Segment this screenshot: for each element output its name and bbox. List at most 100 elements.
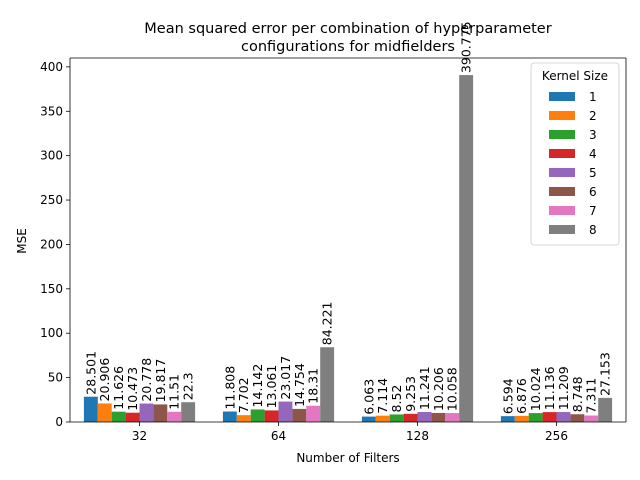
x-tick-label: 64 <box>271 429 286 443</box>
data-label-k1-f32: 28.501 <box>83 351 98 395</box>
data-label-k6-f64: 14.754 <box>292 363 307 407</box>
legend-label-6: 6 <box>589 185 597 199</box>
bar-k4-f256 <box>542 412 557 422</box>
data-label-k1-f64: 11.808 <box>222 366 237 410</box>
data-label-k5-f256: 11.209 <box>556 366 571 410</box>
y-axis-title: MSE <box>15 228 29 254</box>
bar-k2-f256 <box>514 415 529 422</box>
legend-label-3: 3 <box>589 128 597 142</box>
data-label-k7-f32: 11.51 <box>167 374 182 410</box>
bar-k1-f128 <box>361 416 376 422</box>
data-label-k4-f64: 13.061 <box>264 365 279 409</box>
legend-label-5: 5 <box>589 166 597 180</box>
data-label-k5-f64: 23.017 <box>278 356 293 400</box>
data-label-k5-f128: 11.241 <box>417 366 432 410</box>
bar-k1-f32 <box>83 396 98 422</box>
data-label-k4-f128: 9.253 <box>403 376 418 412</box>
data-label-k3-f128: 8.52 <box>389 385 404 413</box>
data-label-k8-f64: 84.221 <box>320 301 335 345</box>
data-label-k5-f32: 20.778 <box>139 358 154 402</box>
chart-title-line-1: Mean squared error per combination of hy… <box>144 21 551 37</box>
bar-k6-f64 <box>292 408 307 422</box>
legend-swatch-5 <box>549 168 575 177</box>
bar-k8-f32 <box>181 402 196 422</box>
bar-k1-f256 <box>500 416 515 422</box>
data-label-k8-f256: 27.153 <box>598 352 613 396</box>
legend-swatch-6 <box>549 187 575 196</box>
data-label-k7-f128: 10.058 <box>445 367 460 411</box>
bar-k2-f32 <box>97 403 112 422</box>
data-label-k4-f32: 10.473 <box>125 367 140 411</box>
data-label-k1-f256: 6.594 <box>500 378 515 414</box>
legend-label-1: 1 <box>589 90 597 104</box>
data-label-k1-f128: 6.063 <box>361 379 376 415</box>
y-tick-label: 400 <box>40 60 63 74</box>
bar-k3-f64 <box>250 409 265 422</box>
y-tick-label: 350 <box>40 104 63 118</box>
y-tick-label: 300 <box>40 149 63 163</box>
bar-k6-f32 <box>153 404 168 422</box>
data-label-k2-f256: 6.876 <box>514 378 529 414</box>
data-label-k7-f256: 7.311 <box>584 378 599 414</box>
y-tick-label: 50 <box>48 371 63 385</box>
bar-k6-f256 <box>570 414 585 422</box>
y-tick-label: 200 <box>40 237 63 251</box>
data-label-k2-f32: 20.906 <box>97 358 112 402</box>
legend-swatch-3 <box>549 130 575 139</box>
bar-k7-f128 <box>445 413 460 422</box>
legend-swatch-7 <box>549 206 575 215</box>
chart-title-line-2: configurations for midfielders <box>241 39 455 55</box>
y-tick-label: 100 <box>40 326 63 340</box>
bar-k3-f128 <box>389 414 404 422</box>
bar-k5-f256 <box>556 412 571 422</box>
x-axis-title: Number of Filters <box>296 451 399 465</box>
legend-label-2: 2 <box>589 109 597 123</box>
x-tick-label: 32 <box>132 429 147 443</box>
data-label-k3-f32: 11.626 <box>111 366 126 410</box>
data-label-k6-f128: 10.206 <box>431 367 446 411</box>
data-label-k6-f256: 8.748 <box>570 376 585 412</box>
y-tick-label: 150 <box>40 282 63 296</box>
bar-k8-f128 <box>459 75 474 422</box>
data-label-k6-f32: 19.817 <box>153 359 168 403</box>
bar-k7-f64 <box>306 405 321 422</box>
bar-k7-f256 <box>584 415 599 422</box>
legend: Kernel Size 1 2 3 4 5 6 7 8 <box>530 62 620 246</box>
bar-k5-f64 <box>278 401 293 422</box>
data-label-k3-f64: 14.142 <box>250 364 265 408</box>
bar-k6-f128 <box>431 412 446 422</box>
legend-label-7: 7 <box>589 204 597 218</box>
bar-k4-f64 <box>264 410 279 422</box>
bar-k2-f64 <box>236 415 251 422</box>
x-tick-label: 256 <box>545 429 568 443</box>
bar-k4-f128 <box>403 413 418 422</box>
x-tick-label: 128 <box>406 429 429 443</box>
legend-swatch-8 <box>549 225 575 234</box>
legend-title: Kernel Size <box>542 69 608 83</box>
bar-k3-f32 <box>111 411 126 422</box>
data-label-k4-f256: 11.136 <box>542 366 557 410</box>
data-label-k2-f128: 7.114 <box>375 378 390 414</box>
bar-k2-f128 <box>375 415 390 422</box>
bar-k5-f32 <box>139 403 154 422</box>
data-label-k7-f64: 18.31 <box>306 368 321 404</box>
legend-swatch-2 <box>549 111 575 120</box>
data-label-k2-f64: 7.702 <box>236 377 251 413</box>
bar-k3-f256 <box>528 413 543 422</box>
bar-k7-f32 <box>167 411 182 422</box>
y-tick-label: 0 <box>55 415 63 429</box>
data-label-k8-f128: 390.775 <box>459 21 474 73</box>
bar-k1-f64 <box>222 411 237 422</box>
legend-swatch-1 <box>549 92 575 101</box>
data-label-k8-f32: 22.3 <box>181 372 196 400</box>
plot-area: 28.501 11.808 6.063 6.594 20.906 7.702 7.114 6.… <box>40 21 627 443</box>
y-tick-label: 250 <box>40 193 63 207</box>
bar-k8-f64 <box>320 347 335 422</box>
bar-k8-f256 <box>598 397 613 422</box>
bar-k5-f128 <box>417 412 432 422</box>
data-label-k3-f256: 10.024 <box>528 367 543 411</box>
legend-label-8: 8 <box>589 223 597 237</box>
legend-label-4: 4 <box>589 147 597 161</box>
legend-swatch-4 <box>549 149 575 158</box>
